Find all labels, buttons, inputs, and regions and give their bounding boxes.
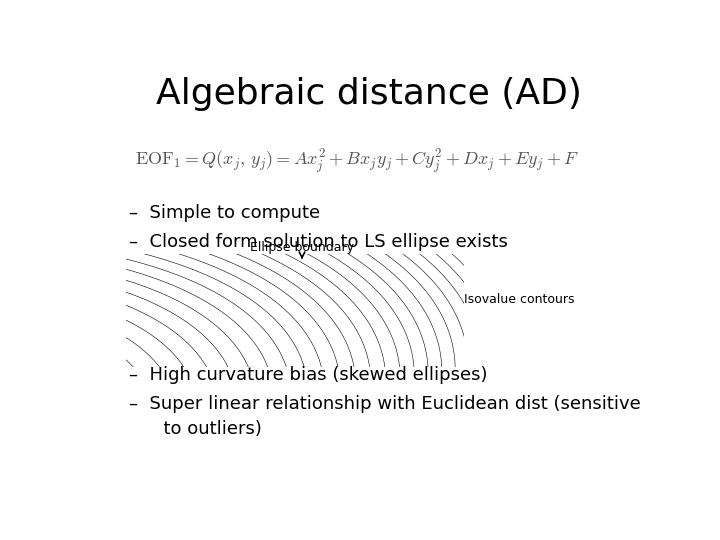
Text: –  Simple to compute: – Simple to compute [129,204,320,222]
Text: –  Closed form solution to LS ellipse exists: – Closed form solution to LS ellipse exi… [129,233,508,251]
Text: –  High curvature bias (skewed ellipses): – High curvature bias (skewed ellipses) [129,366,487,384]
Text: Isovalue contours: Isovalue contours [464,293,575,306]
Text: to outliers): to outliers) [129,420,262,438]
Text: –  Super linear relationship with Euclidean dist (sensitive: – Super linear relationship with Euclide… [129,395,641,413]
Text: Ellipse boundary: Ellipse boundary [250,241,354,254]
Text: $\mathrm{EOF}_1 = Q(x_j,\,y_j) = Ax_j^2 + Bx_jy_j + Cy_j^2 + Dx_j + Ey_j + F$: $\mathrm{EOF}_1 = Q(x_j,\,y_j) = Ax_j^2 … [135,148,578,176]
Text: Algebraic distance (AD): Algebraic distance (AD) [156,77,582,111]
